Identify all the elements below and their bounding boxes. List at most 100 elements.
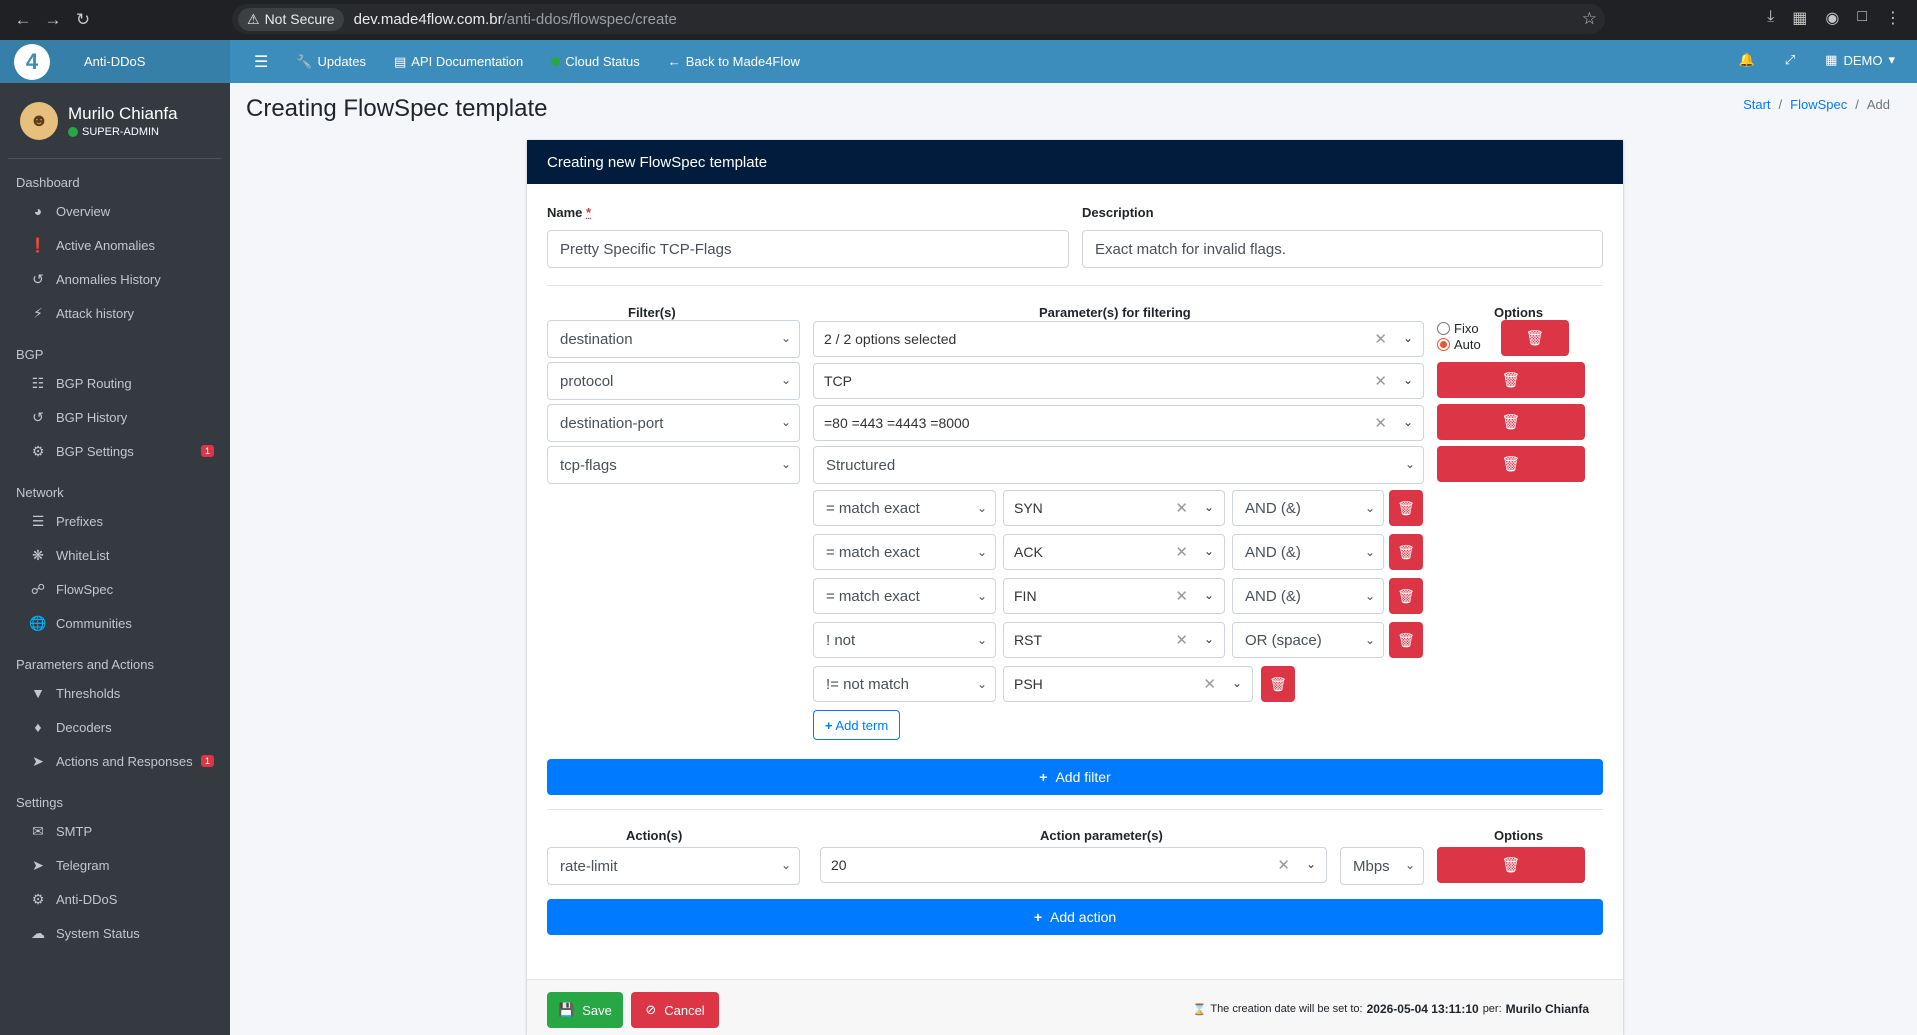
cancel-button[interactable]: ⊘ Cancel <box>631 992 719 1028</box>
delete-filter-button[interactable]: 🗑 <box>1437 362 1585 398</box>
user-panel[interactable]: ☻ Murilo Chianfa SUPER-ADMIN <box>8 83 222 159</box>
sidebar-item-bgp-routing[interactable]: ☷ BGP Routing <box>0 366 230 400</box>
security-indicator[interactable]: ⚠ Not Secure <box>238 7 344 31</box>
fullscreen-icon[interactable]: ⤢ <box>1784 52 1796 67</box>
radio-button[interactable] <box>1437 322 1450 335</box>
filter-param-multiselect[interactable]: 2 / 2 options selected ✕ ⌄ <box>813 321 1424 357</box>
reader-icon[interactable]: □ <box>1857 8 1867 25</box>
radio-fixo[interactable]: Fixo <box>1437 321 1479 336</box>
term-logic-select[interactable]: OR (space) ⌄ <box>1232 622 1384 658</box>
filter-mode-select[interactable]: Structured ⌄ <box>813 446 1424 484</box>
clear-icon[interactable]: ✕ <box>1175 588 1188 605</box>
forward-arrow-icon[interactable]: → <box>44 10 62 29</box>
filter-select[interactable]: destination ⌄ <box>547 320 800 358</box>
save-button[interactable]: 💾 Save <box>547 992 623 1028</box>
sidebar-item-system-status[interactable]: ☁ System Status <box>0 916 230 950</box>
sidebar-item-prefixes[interactable]: ☰ Prefixes <box>0 504 230 538</box>
sidebar-item-whitelist[interactable]: ❋ WhiteList <box>0 538 230 572</box>
cogs-icon: ⚙ <box>31 890 45 907</box>
sidebar-item-bgp-history[interactable]: ↺ BGP History <box>0 400 230 434</box>
sidebar-item-overview[interactable]: ◕ Overview <box>0 194 230 228</box>
term-operator-select[interactable]: = match exact ⌄ <box>813 534 996 570</box>
add-filter-button[interactable]: + Add filter <box>547 759 1603 795</box>
reload-icon[interactable]: ↻ <box>75 10 91 29</box>
term-logic-select[interactable]: AND (&) ⌄ <box>1232 490 1384 526</box>
delete-term-button[interactable]: 🗑 <box>1389 490 1423 526</box>
sidebar-item-thresholds[interactable]: ▼ Thresholds <box>0 676 230 710</box>
action-select[interactable]: rate-limit ⌄ <box>547 847 800 885</box>
add-term-button[interactable]: + Add term <box>813 710 900 740</box>
incognito-icon[interactable]: ◉ <box>1825 10 1840 27</box>
term-logic-select[interactable]: AND (&) ⌄ <box>1232 534 1384 570</box>
sidebar-item-actions[interactable]: ➤ Actions and Responses 1 <box>0 744 230 778</box>
delete-term-button[interactable]: 🗑 <box>1389 578 1423 614</box>
sidebar-item-communities[interactable]: 🌐 Communities <box>0 606 230 640</box>
bell-icon[interactable]: 🔔 <box>1738 52 1755 67</box>
clear-icon[interactable]: ✕ <box>1374 373 1387 390</box>
filter-select[interactable]: destination-port ⌄ <box>547 404 800 442</box>
clear-icon[interactable]: ✕ <box>1175 544 1188 561</box>
sidebar-item-label: FlowSpec <box>56 581 114 597</box>
unit-select[interactable]: Mbps ⌄ <box>1340 847 1424 885</box>
add-action-button[interactable]: + Add action <box>547 899 1603 935</box>
term-flag-select[interactable]: FIN ✕ ⌄ <box>1003 578 1225 614</box>
delete-term-button[interactable]: 🗑 <box>1389 534 1423 570</box>
name-input[interactable]: Pretty Specific TCP-Flags <box>547 230 1069 268</box>
account-menu[interactable]: ▦ DEMO ▾ <box>1825 52 1895 68</box>
sidebar-item-smtp[interactable]: ✉ SMTP <box>0 814 230 848</box>
sidebar-item-attack-history[interactable]: ⚡ Attack history <box>0 296 230 330</box>
term-operator-select[interactable]: = match exact ⌄ <box>813 490 996 526</box>
api-docs-link[interactable]: ▤ API Documentation <box>394 54 523 70</box>
delete-filter-button[interactable]: 🗑 <box>1437 446 1585 482</box>
clear-icon[interactable]: ✕ <box>1277 857 1290 874</box>
term-flag-select[interactable]: ACK ✕ ⌄ <box>1003 534 1225 570</box>
updates-link[interactable]: 🔧 Updates <box>296 54 366 70</box>
brand[interactable]: 4 Anti-DDoS <box>0 40 230 83</box>
sidebar-item-bgp-settings[interactable]: ⚙ BGP Settings 1 <box>0 434 230 468</box>
sidebar-item-anti-ddos[interactable]: ⚙ Anti-DDoS <box>0 882 230 916</box>
address-bar[interactable]: ⚠ Not Secure dev.made4flow.com.br/anti-d… <box>232 4 1605 34</box>
wrench-icon: 🔧 <box>296 53 313 69</box>
sidebar-item-decoders[interactable]: ♦ Decoders <box>0 710 230 744</box>
filter-select[interactable]: protocol ⌄ <box>547 362 800 400</box>
clear-icon[interactable]: ✕ <box>1203 676 1216 693</box>
delete-action-button[interactable]: 🗑 <box>1437 847 1585 883</box>
description-input[interactable]: Exact match for invalid flags. <box>1082 230 1603 268</box>
clear-icon[interactable]: ✕ <box>1374 331 1387 348</box>
term-flag-select[interactable]: PSH ✕ ⌄ <box>1003 666 1253 702</box>
term-operator-select[interactable]: ! not ⌄ <box>813 622 996 658</box>
sidebar-item-telegram[interactable]: ➤ Telegram <box>0 848 230 882</box>
filter-param-input[interactable]: =80 =443 =4443 =8000 ✕ ⌄ <box>813 405 1424 441</box>
term-operator-select[interactable]: != not match ⌄ <box>813 666 996 702</box>
clear-icon[interactable]: ✕ <box>1175 632 1188 649</box>
delete-filter-button[interactable]: 🗑 <box>1437 404 1585 440</box>
delete-term-button[interactable]: 🗑 <box>1261 666 1295 702</box>
breadcrumb-start[interactable]: Start <box>1743 97 1771 112</box>
filter-select[interactable]: tcp-flags ⌄ <box>547 446 800 484</box>
radio-auto[interactable]: Auto <box>1437 337 1481 352</box>
extension-icon[interactable]: ▦ <box>1792 10 1808 27</box>
clear-icon[interactable]: ✕ <box>1374 415 1387 432</box>
back-link[interactable]: ← Back to Made4Flow <box>668 54 800 69</box>
radio-button-checked[interactable] <box>1437 338 1450 351</box>
sidebar-item-active-anomalies[interactable]: ❗ Active Anomalies <box>0 228 230 262</box>
delete-term-button[interactable]: 🗑 <box>1389 622 1423 658</box>
term-flag-select[interactable]: SYN ✕ ⌄ <box>1003 490 1225 526</box>
term-logic-select[interactable]: AND (&) ⌄ <box>1232 578 1384 614</box>
bookmark-star-icon[interactable]: ☆ <box>1581 9 1597 28</box>
menu-dots-icon[interactable]: ⋮ <box>1885 10 1901 27</box>
cloud-status-link[interactable]: Cloud Status <box>551 54 640 69</box>
breadcrumb-flowspec[interactable]: FlowSpec <box>1790 97 1848 112</box>
action-param-input[interactable]: 20 ✕ ⌄ <box>820 847 1327 883</box>
sidebar-item-anomalies-history[interactable]: ↺ Anomalies History <box>0 262 230 296</box>
hamburger-menu-icon[interactable]: ☰ <box>254 53 269 71</box>
term-operator-select[interactable]: = match exact ⌄ <box>813 578 996 614</box>
term-flag-select[interactable]: RST ✕ ⌄ <box>1003 622 1225 658</box>
arrow-left-icon: ← <box>667 54 681 69</box>
sidebar-item-flowspec[interactable]: ☍ FlowSpec <box>0 572 230 606</box>
delete-filter-button[interactable]: 🗑 <box>1501 320 1569 356</box>
download-icon[interactable]: ⤓ <box>1767 8 1775 25</box>
filter-param-select[interactable]: TCP ✕ ⌄ <box>813 363 1424 399</box>
back-arrow-icon[interactable]: ← <box>14 10 32 29</box>
clear-icon[interactable]: ✕ <box>1175 500 1188 517</box>
